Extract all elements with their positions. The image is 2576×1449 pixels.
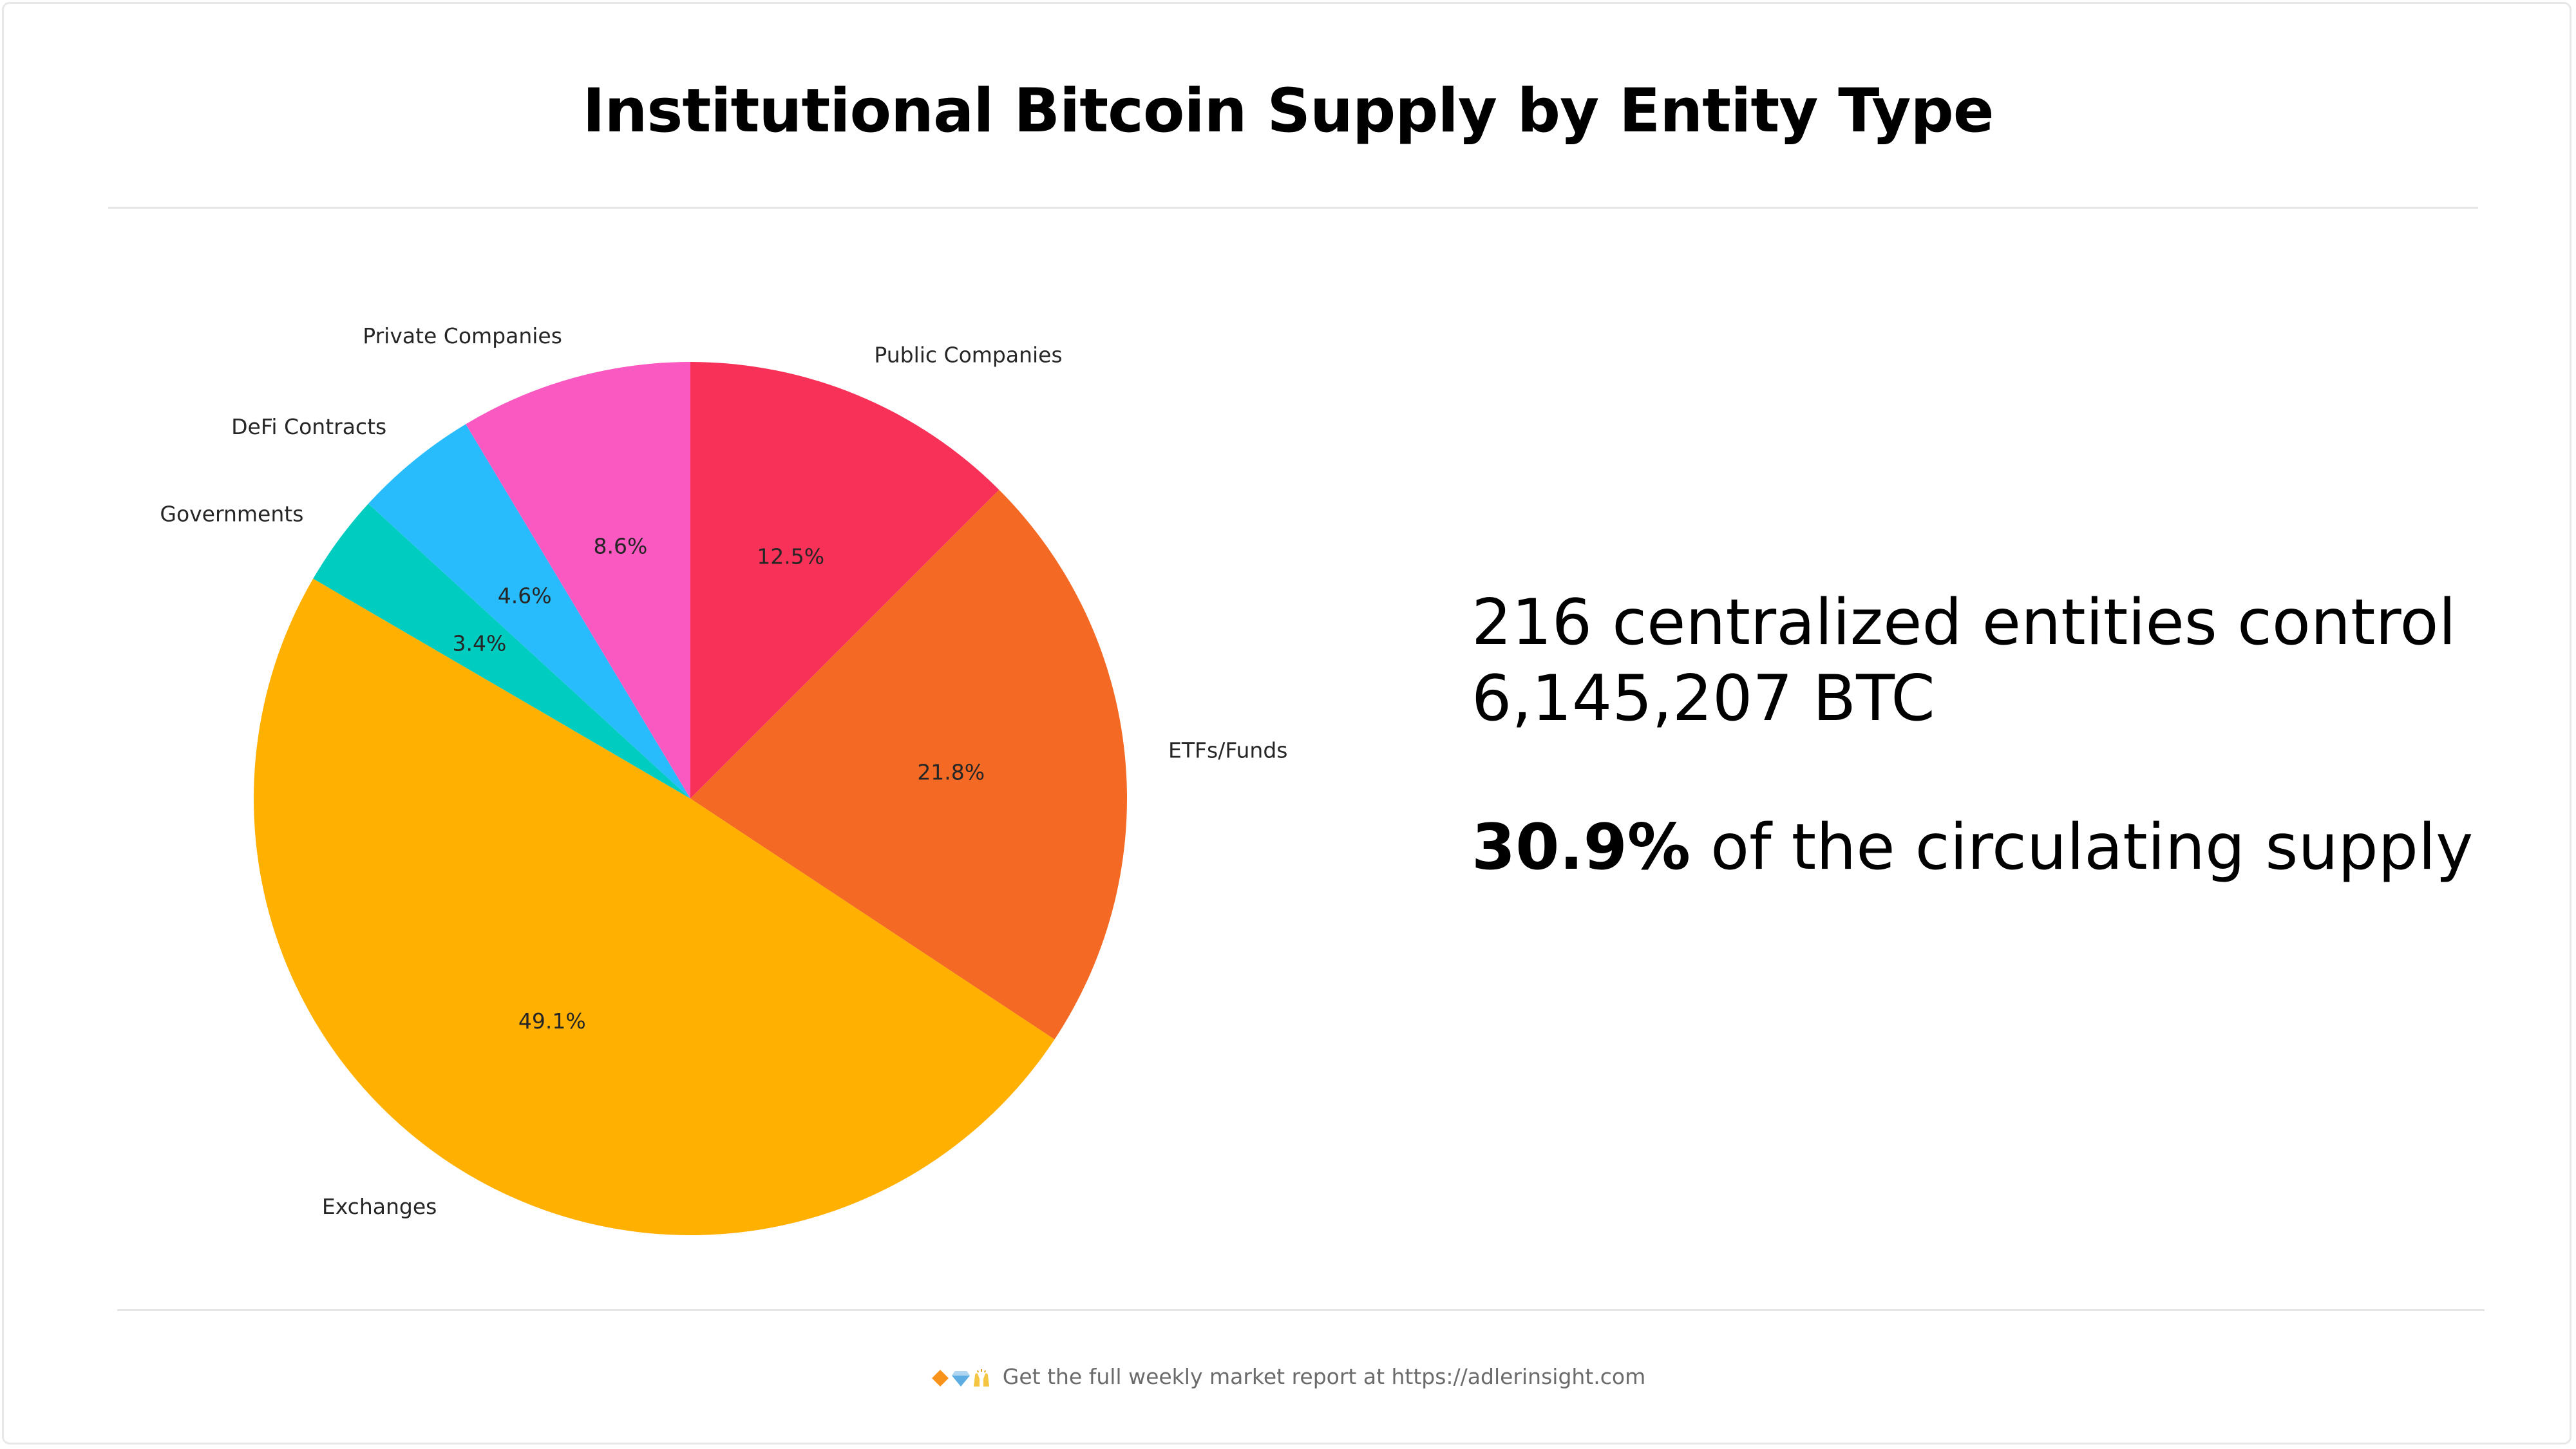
btc-amount-text: 6,145,207 BTC	[1472, 662, 1935, 735]
orange-diamond-icon	[931, 1369, 949, 1387]
blue-diamond-icon	[951, 1370, 970, 1387]
chart-title: Institutional Bitcoin Supply by Entity T…	[582, 76, 1994, 146]
supply-share-text: 30.9% of the circulating supply	[1472, 810, 2473, 886]
pie-percent-label-exchanges: 49.1%	[518, 1009, 586, 1034]
pie-category-label-exchanges: Exchanges	[322, 1194, 437, 1219]
pie-slices	[254, 362, 1127, 1235]
pie-slice-private-companies	[466, 362, 690, 799]
footer: Get the full weekly market report at htt…	[0, 1364, 2576, 1389]
pie-slice-etfs-funds	[690, 489, 1127, 1040]
footer-emoji-group	[931, 1368, 992, 1388]
pie-category-label-etfs-funds: ETFs/Funds	[1168, 738, 1287, 763]
pie-category-labels: Public Companies ETFs/Funds Exchanges Gover…	[160, 323, 1287, 1219]
raised-hands-icon	[973, 1368, 989, 1387]
entities-count-text: 216 centralized entities control	[1472, 586, 2456, 659]
pie-percent-label-defi-contracts: 4.6%	[498, 583, 552, 608]
pie-percent-label-private-companies: 8.6%	[594, 533, 648, 558]
pie-percent-label-governments: 3.4%	[452, 630, 506, 656]
pie-category-label-governments: Governments	[160, 501, 303, 526]
pie-slice-governments	[313, 504, 691, 799]
pie-percent-labels: 12.5% 21.8% 49.1% 3.4% 4.6% 8.6%	[452, 533, 985, 1034]
pie-category-label-public-companies: Public Companies	[874, 342, 1062, 367]
pie-slice-defi-contracts	[368, 424, 690, 799]
top-divider	[108, 207, 2478, 209]
footer-text: Get the full weekly market report at htt…	[1002, 1364, 1646, 1389]
pie-slice-public-companies	[690, 362, 999, 799]
pie-category-label-private-companies: Private Companies	[363, 323, 562, 348]
supply-share-highlight: 30.9%	[1472, 811, 1690, 884]
bottom-divider	[117, 1309, 2485, 1311]
pie-percent-label-public-companies: 12.5%	[757, 544, 824, 569]
pie-percent-label-etfs-funds: 21.8%	[917, 760, 985, 785]
pie-slice-exchanges	[254, 578, 1055, 1235]
supply-share-rest: of the circulating supply	[1690, 811, 2474, 884]
pie-category-label-defi-contracts: DeFi Contracts	[231, 414, 386, 439]
